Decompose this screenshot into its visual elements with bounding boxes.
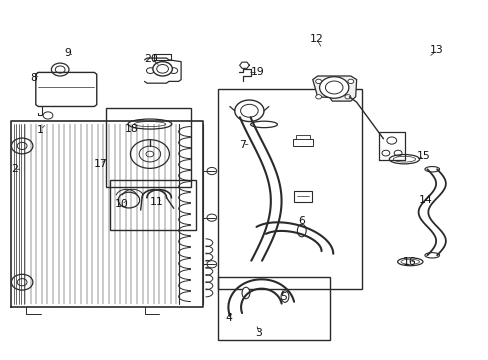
Circle shape [240,104,258,117]
Circle shape [55,66,65,73]
Ellipse shape [424,253,439,258]
Circle shape [381,150,389,156]
Circle shape [43,112,53,119]
Circle shape [139,146,160,162]
Bar [293,139,312,146]
Circle shape [234,100,264,122]
Bar [105,108,190,187]
Text: 9: 9 [64,48,71,58]
Circle shape [146,68,154,73]
Text: 11: 11 [149,197,163,207]
Text: 6: 6 [298,216,305,226]
Ellipse shape [242,287,249,299]
Text: 15: 15 [416,150,430,161]
Text: 3: 3 [255,328,262,338]
Text: 14: 14 [418,195,432,205]
Circle shape [206,261,216,268]
Text: 13: 13 [429,45,443,55]
Bar [217,89,361,289]
Circle shape [118,192,140,208]
Circle shape [153,62,172,76]
Circle shape [17,142,27,149]
Circle shape [386,137,396,144]
Circle shape [157,64,168,73]
Text: 16: 16 [402,257,415,267]
Circle shape [393,150,401,156]
Text: 20: 20 [143,54,158,64]
Circle shape [347,79,353,84]
Circle shape [325,81,342,94]
Circle shape [11,138,33,154]
Text: 12: 12 [309,35,323,44]
Circle shape [169,68,177,73]
Circle shape [315,79,321,84]
Text: 17: 17 [94,159,107,169]
Circle shape [315,95,321,99]
Text: 4: 4 [225,313,232,323]
Ellipse shape [250,121,277,128]
Circle shape [319,77,348,98]
Text: 10: 10 [115,199,128,210]
Text: 18: 18 [124,124,138,134]
Circle shape [206,214,216,221]
Circle shape [130,140,169,168]
Ellipse shape [424,167,439,172]
Bar [294,192,311,202]
Circle shape [344,95,350,99]
Circle shape [51,63,69,76]
Text: 5: 5 [280,292,286,302]
Circle shape [206,167,216,175]
Ellipse shape [297,224,305,237]
Circle shape [17,279,27,286]
Circle shape [146,151,154,157]
Text: 2: 2 [11,164,18,174]
Bar [295,135,310,139]
Bar [110,180,195,230]
Bar [217,277,329,339]
Text: 19: 19 [251,67,264,77]
Circle shape [11,274,33,290]
Ellipse shape [281,291,288,302]
Polygon shape [312,76,356,101]
Text: 7: 7 [239,140,245,150]
Text: 8: 8 [30,73,37,83]
Text: 1: 1 [37,125,44,135]
